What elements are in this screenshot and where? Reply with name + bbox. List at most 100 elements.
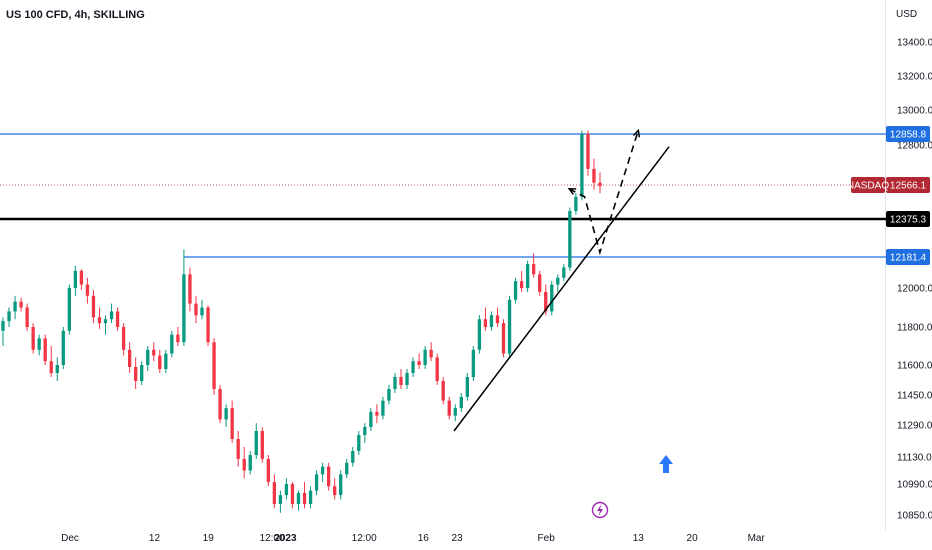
candle-body [127,349,132,367]
lightning-bolt-icon [597,504,603,516]
candle-body [369,411,373,427]
candle-body [85,284,90,296]
candle-body [339,474,343,496]
candle-body [483,319,488,327]
candle-body [423,349,427,365]
candle-body [459,396,463,409]
candle-body [266,458,270,483]
candle-body [465,377,469,397]
candle-body [121,327,126,350]
candle-body [507,299,512,354]
candle-body [381,400,385,416]
candle-body [592,168,596,183]
trendline[interactable] [453,146,670,432]
candle-body [79,270,84,285]
candle-body [302,492,307,504]
x-tick-label: 12:00 [259,533,284,544]
candle-body [441,381,445,401]
candle-body [55,365,59,373]
candle-body [284,484,289,496]
price-tag-label: 12566.1 [890,181,927,192]
candle-body [134,367,138,381]
x-tick-label: Feb [538,533,556,544]
candle-body [248,455,252,471]
candle-body [586,133,590,169]
x-tick-label: 19 [203,533,215,544]
candle-body [272,482,277,504]
x-tick-label: 13 [633,533,645,544]
y-tick-label: 10990.0 [897,480,932,491]
price-tag-label: 12181.4 [890,253,927,264]
candle-body [495,315,500,324]
candle-body [1,321,5,331]
candle-body [278,495,283,504]
candle-body [357,435,361,451]
candle-body [109,311,114,320]
y-tick-label: 12000.0 [897,284,932,295]
candle-body [501,323,506,354]
candle-body [13,301,17,312]
up-arrow-icon[interactable] [659,455,673,473]
projection-arrowhead-start [567,187,577,195]
candle-body [182,274,186,343]
x-tick-label: 2023 [274,533,297,544]
candle-body [387,389,391,401]
candle-body [429,349,433,358]
candle-body [200,307,204,316]
price-tag [886,177,930,193]
candle-body [188,274,192,304]
y-tick-label: 11130.0 [897,453,932,464]
candle-body [103,319,108,324]
candle-body [363,427,367,435]
candle-body [320,466,325,475]
candle-body [43,338,47,362]
candle-body [67,288,71,331]
candle-body [19,301,23,308]
candle-body [194,303,198,316]
candle-body [218,389,222,420]
candle-body [351,451,355,463]
symbol-tag [851,177,885,193]
candle-body [550,284,554,312]
candle-body [538,274,542,292]
candle-body [260,431,264,459]
candle-body [61,330,65,365]
candle-body [158,355,162,369]
candle-body [411,361,415,373]
x-tick-label: 23 [451,533,463,544]
candle-body [224,408,228,420]
candle-body [91,295,96,318]
chart-title: US 100 CFD, 4h, SKILLING [6,9,145,21]
currency-label: USD [896,9,918,20]
candle-body [471,349,476,377]
candle-body [598,182,602,187]
candle-body [212,342,216,389]
candle-body [97,317,102,324]
candle-body [345,462,349,475]
candle-body [314,474,319,491]
candle-body [519,281,524,288]
symbol-tag-label: NASDAQ [847,181,889,192]
y-tick-label: 11600.0 [897,361,932,372]
projection-path[interactable] [568,130,640,256]
candle-body [73,270,78,288]
candle-body [532,264,536,275]
y-tick-label: 13200.0 [897,72,932,83]
y-tick-label: 11450.0 [897,391,932,402]
y-tick-label: 10850.0 [897,511,932,522]
candle-body [568,211,572,268]
x-tick-label: 16 [418,533,430,544]
candle-body [140,365,144,381]
candle-body [556,277,560,285]
candle-body [176,334,180,343]
candle-body [333,486,337,496]
projection-arrowhead-end [632,128,641,138]
x-tick-label: 12:00 [352,533,377,544]
candle-body [447,400,451,416]
candle-body [513,281,518,300]
candle-body [308,490,313,504]
price-tag-label: 12858.8 [890,130,927,141]
y-tick-label: 11800.0 [897,323,932,334]
